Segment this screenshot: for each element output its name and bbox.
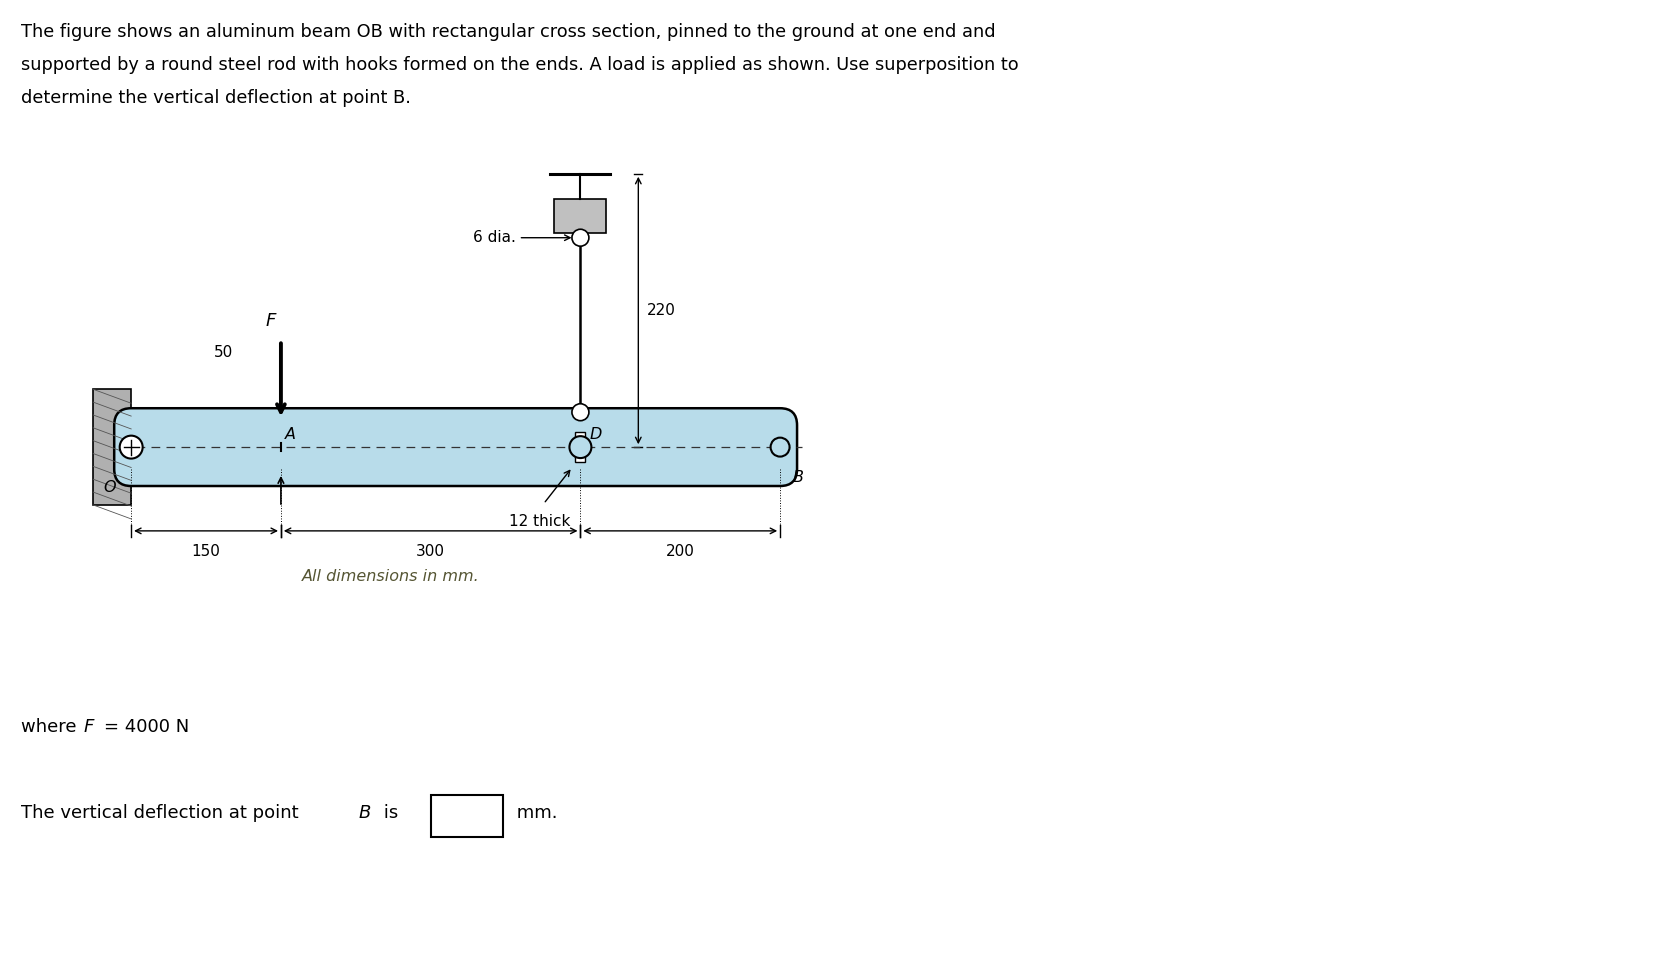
Circle shape [570, 436, 592, 458]
Text: A: A [284, 427, 296, 443]
Text: 200: 200 [666, 544, 695, 559]
FancyBboxPatch shape [115, 408, 798, 486]
Text: = 4000 N: = 4000 N [105, 718, 189, 737]
Text: O: O [103, 480, 116, 495]
Text: C: C [588, 209, 600, 227]
Text: D: D [590, 427, 602, 443]
Text: is: is [377, 804, 404, 822]
Text: B: B [793, 470, 803, 485]
Circle shape [572, 230, 588, 246]
Text: 6 dia.: 6 dia. [472, 231, 515, 245]
Circle shape [120, 436, 143, 458]
Text: where: where [22, 718, 83, 737]
Text: mm.: mm. [510, 804, 557, 822]
Text: 220: 220 [647, 303, 676, 318]
Text: supported by a round steel rod with hooks formed on the ends. A load is applied : supported by a round steel rod with hook… [22, 57, 1019, 74]
Text: F: F [266, 313, 276, 330]
Circle shape [771, 438, 789, 456]
Bar [555, 199, 607, 233]
FancyBboxPatch shape [430, 795, 502, 837]
Text: 300: 300 [416, 544, 445, 559]
Bar [93, 389, 131, 505]
Text: The vertical deflection at point: The vertical deflection at point [22, 804, 304, 822]
Text: All dimensions in mm.: All dimensions in mm. [302, 569, 480, 584]
Text: 50: 50 [214, 346, 233, 361]
Bar [575, 432, 585, 462]
Text: 12 thick: 12 thick [509, 514, 570, 529]
Text: B: B [359, 804, 371, 822]
Text: determine the vertical deflection at point B.: determine the vertical deflection at poi… [22, 89, 411, 107]
Text: F: F [83, 718, 93, 737]
Text: The figure shows an aluminum beam OB with rectangular cross section, pinned to t: The figure shows an aluminum beam OB wit… [22, 23, 996, 41]
Circle shape [572, 404, 588, 421]
Text: 150: 150 [191, 544, 221, 559]
